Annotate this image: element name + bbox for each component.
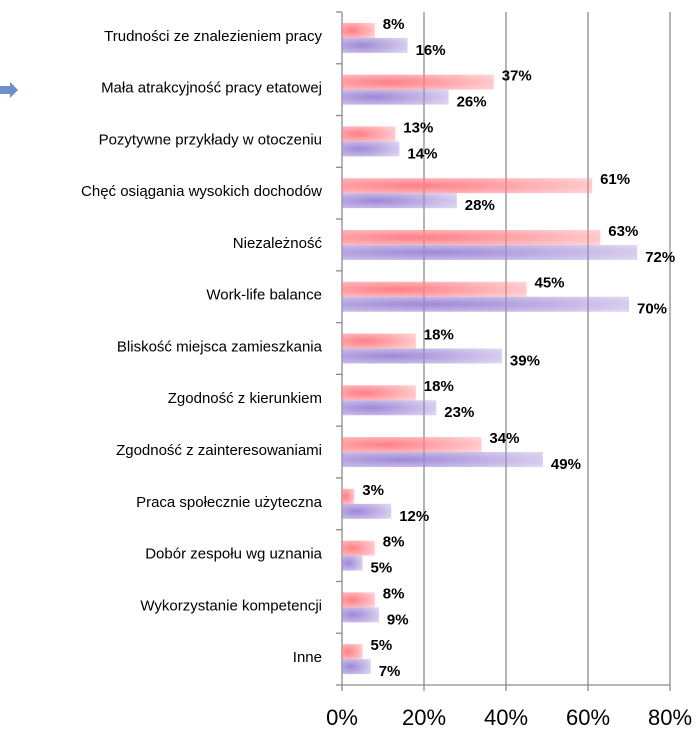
x-tick-label: 80% — [648, 705, 692, 729]
bar — [342, 89, 449, 105]
value-label: 8% — [383, 534, 405, 551]
value-label: 7% — [379, 663, 401, 680]
bar — [342, 644, 363, 660]
value-label: 16% — [416, 42, 446, 59]
category-label: Praca społecznie użyteczna — [136, 494, 323, 511]
value-label: 5% — [371, 560, 393, 577]
value-label: 18% — [424, 326, 454, 343]
category-label: Inne — [293, 649, 322, 666]
bar — [342, 281, 527, 297]
bar — [342, 437, 482, 453]
bar — [342, 229, 601, 245]
category-label: Chęć osiągania wysokich dochodów — [81, 183, 322, 200]
value-label: 8% — [383, 585, 405, 602]
category-label: Work-life balance — [206, 287, 322, 304]
value-label: 70% — [637, 301, 667, 318]
bar — [342, 74, 494, 90]
value-label: 23% — [444, 404, 474, 421]
category-label: Niezależność — [233, 235, 323, 252]
value-label: 72% — [645, 249, 675, 266]
bar — [342, 555, 363, 571]
bar — [342, 333, 416, 349]
bar — [342, 193, 457, 209]
x-tick-label: 60% — [566, 705, 610, 729]
bar — [342, 126, 396, 142]
category-label: Trudności ze znalezieniem pracy — [104, 28, 322, 45]
category-label: Bliskość miejsca zamieszkania — [117, 338, 323, 355]
x-tick-label: 20% — [402, 705, 446, 729]
value-label: 45% — [535, 275, 565, 292]
value-label: 49% — [551, 456, 581, 473]
bar — [342, 503, 392, 519]
x-tick-label: 0% — [326, 705, 358, 729]
bar — [342, 37, 408, 53]
value-label: 14% — [407, 145, 437, 162]
category-label: Pozytywne przykłady w otoczeniu — [99, 131, 322, 148]
bar — [342, 141, 400, 157]
bar — [342, 385, 416, 401]
value-label: 9% — [387, 611, 409, 628]
value-label: 5% — [371, 637, 393, 654]
bar — [342, 296, 629, 312]
bar — [342, 659, 371, 675]
value-label: 18% — [424, 378, 454, 395]
bar — [342, 348, 502, 364]
bar — [342, 244, 638, 260]
value-label: 61% — [600, 171, 630, 188]
value-label: 12% — [399, 508, 429, 525]
bar — [342, 540, 375, 556]
category-label: Zgodność z kierunkiem — [168, 390, 322, 407]
value-label: 13% — [403, 119, 433, 136]
bar — [342, 178, 593, 194]
x-tick-label: 40% — [484, 705, 528, 729]
value-label: 8% — [383, 16, 405, 33]
bar — [342, 488, 355, 504]
value-label: 63% — [608, 223, 638, 240]
bar — [342, 592, 375, 608]
bar — [342, 452, 543, 468]
bar — [342, 22, 375, 38]
bar — [342, 607, 379, 623]
arrow-icon — [0, 82, 18, 98]
value-label: 28% — [465, 197, 495, 214]
value-label: 3% — [362, 482, 384, 499]
category-label: Wykorzystanie kompetencji — [140, 597, 322, 614]
value-label: 39% — [510, 352, 540, 369]
category-label: Dobór zespołu wg uznania — [145, 546, 322, 563]
value-label: 26% — [457, 94, 487, 111]
category-label: Mała atrakcyjność pracy etatowej — [101, 80, 322, 97]
value-label: 37% — [502, 68, 532, 85]
bar — [342, 400, 437, 416]
value-label: 34% — [489, 430, 519, 447]
category-label: Zgodność z zainteresowaniami — [116, 442, 322, 459]
